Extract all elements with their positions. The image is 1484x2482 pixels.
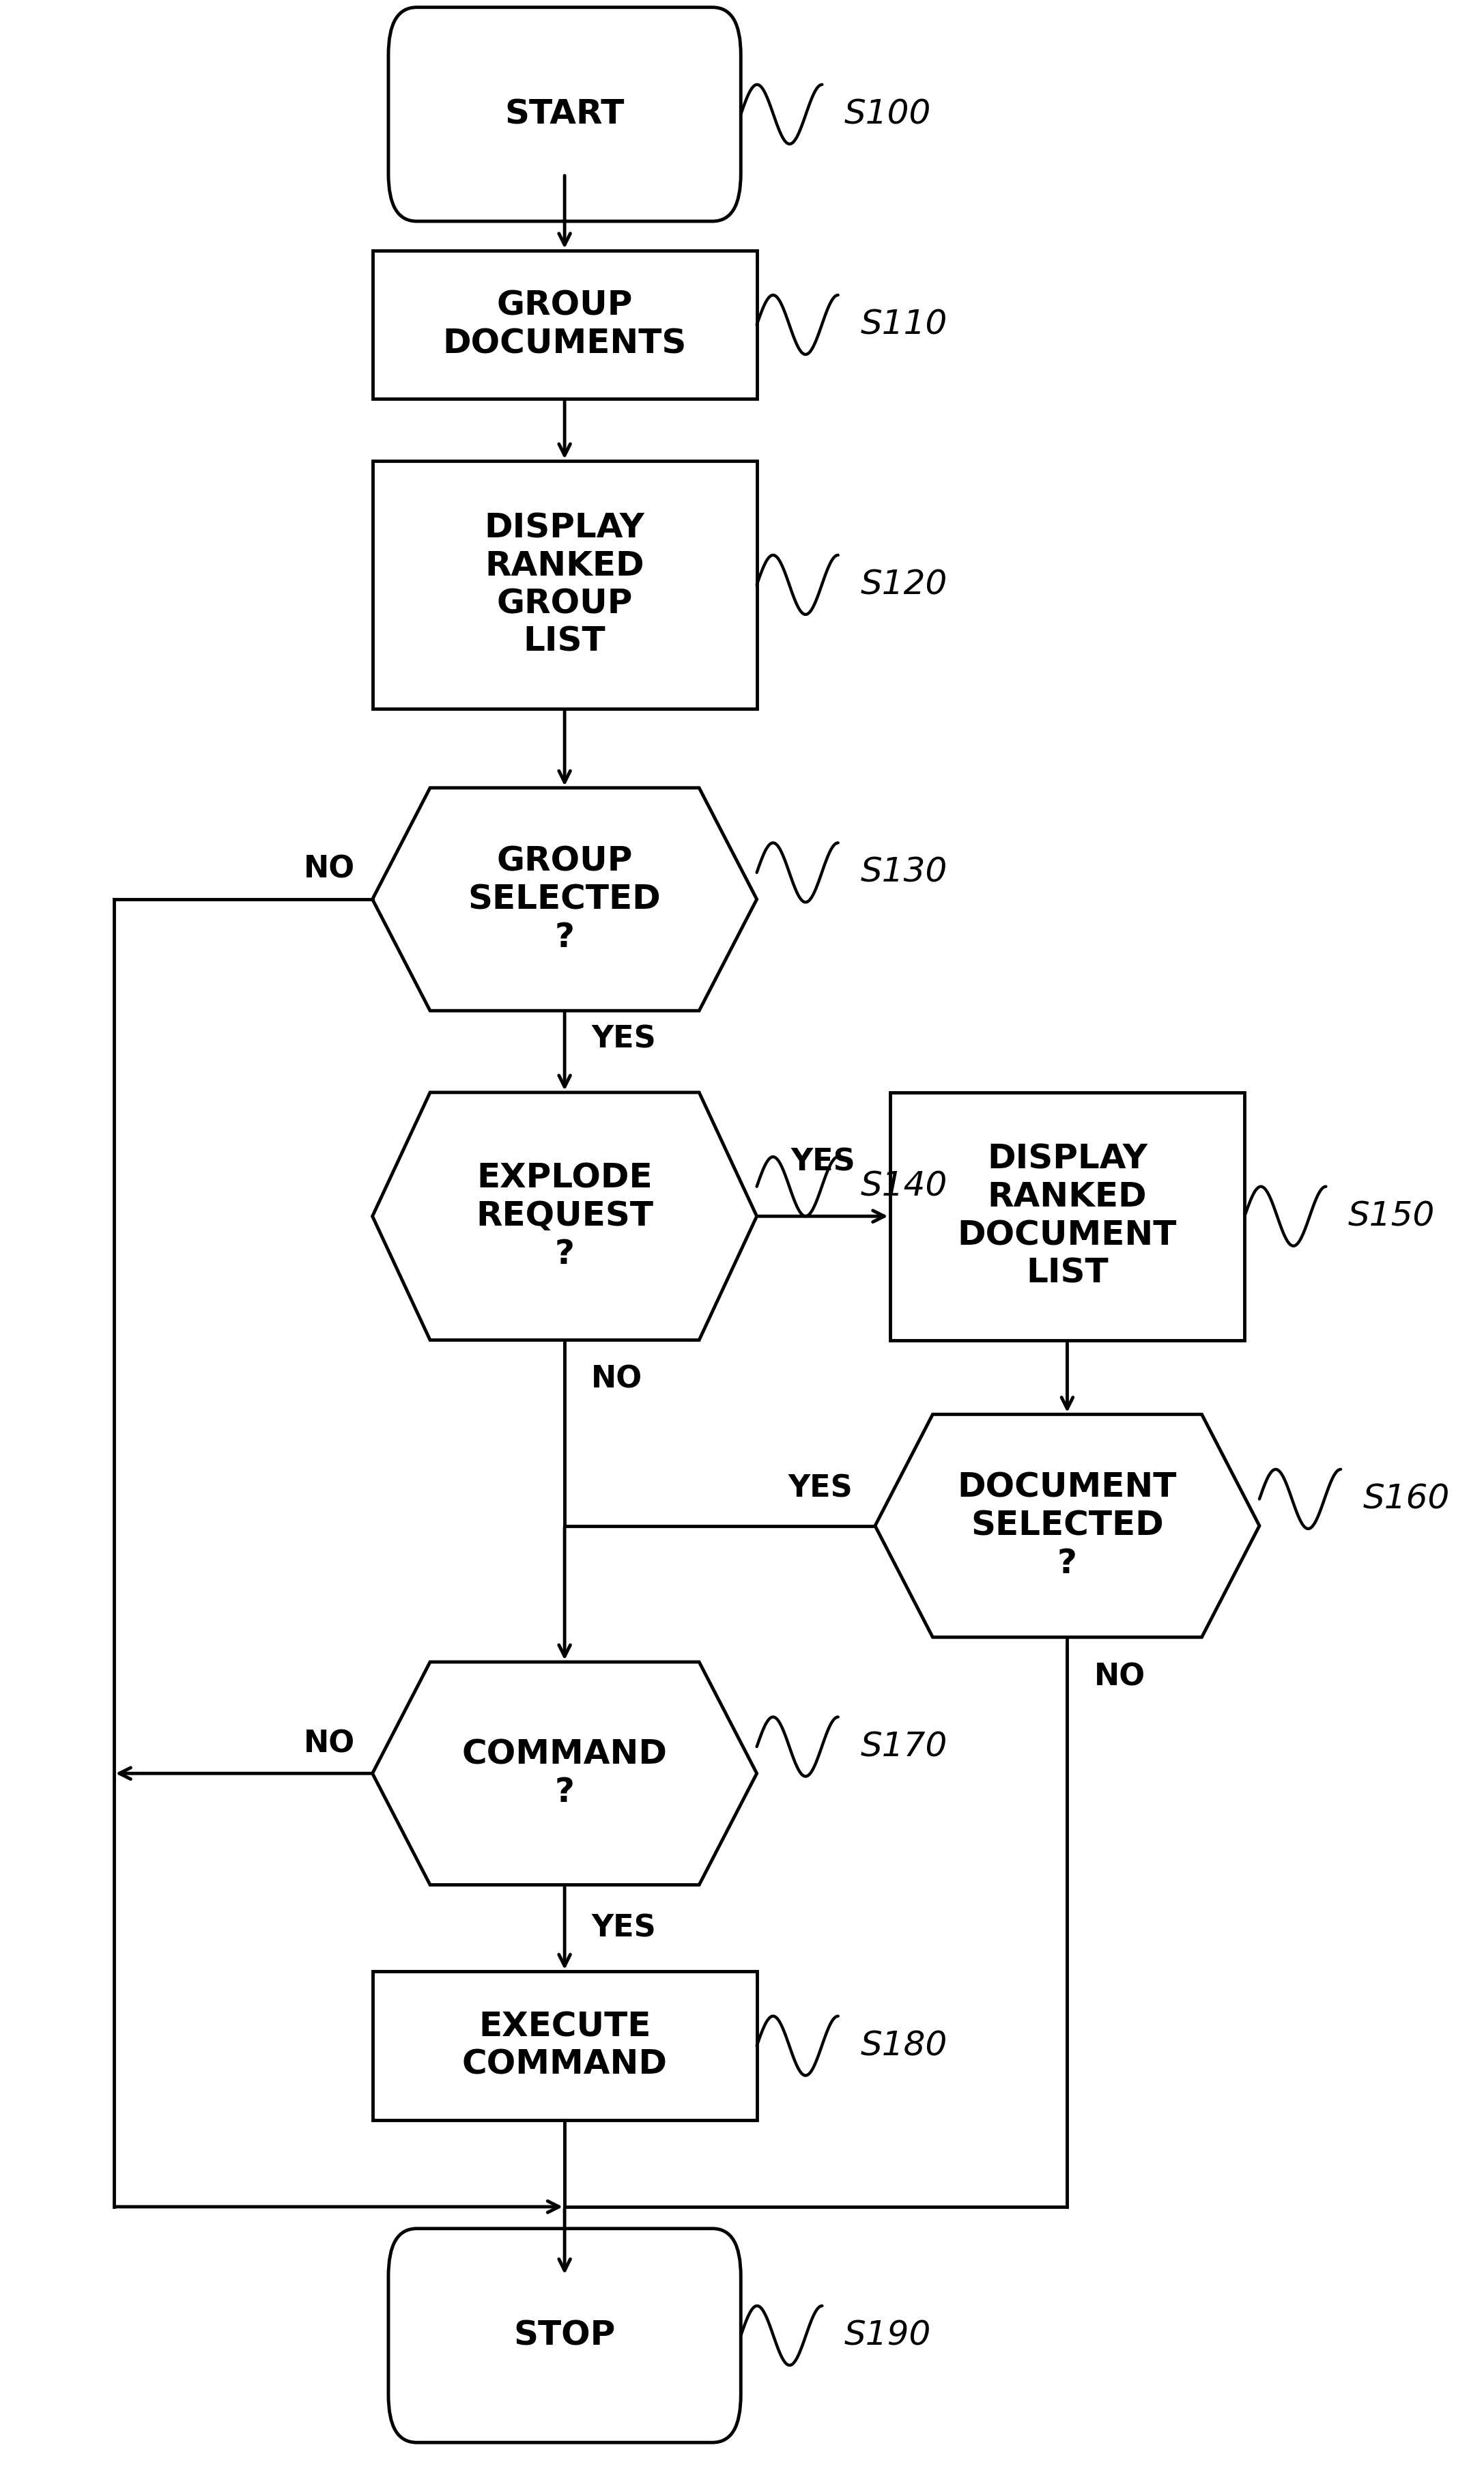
Text: GROUP
SELECTED
?: GROUP SELECTED ? xyxy=(467,844,660,953)
Text: S120: S120 xyxy=(861,568,947,601)
Text: GROUP
DOCUMENTS: GROUP DOCUMENTS xyxy=(442,290,687,360)
Text: S110: S110 xyxy=(861,308,947,340)
Text: S130: S130 xyxy=(861,856,947,889)
Bar xyxy=(890,1092,1245,1340)
Text: DISPLAY
RANKED
DOCUMENT
LIST: DISPLAY RANKED DOCUMENT LIST xyxy=(957,1142,1177,1291)
Text: S180: S180 xyxy=(861,2030,947,2063)
Text: S160: S160 xyxy=(1362,1482,1450,1517)
Text: YES: YES xyxy=(791,1147,856,1176)
Text: YES: YES xyxy=(591,1914,656,1943)
Text: YES: YES xyxy=(788,1474,853,1504)
FancyBboxPatch shape xyxy=(389,2229,741,2442)
Text: S100: S100 xyxy=(844,97,932,132)
Text: DOCUMENT
SELECTED
?: DOCUMENT SELECTED ? xyxy=(957,1472,1177,1581)
Text: S140: S140 xyxy=(861,1169,947,1204)
Text: S190: S190 xyxy=(844,2318,932,2353)
Polygon shape xyxy=(372,1092,757,1340)
Bar xyxy=(372,462,757,707)
Polygon shape xyxy=(876,1415,1260,1638)
Text: DISPLAY
RANKED
GROUP
LIST: DISPLAY RANKED GROUP LIST xyxy=(484,511,644,658)
FancyBboxPatch shape xyxy=(389,7,741,221)
Text: STOP: STOP xyxy=(513,2318,616,2353)
Bar xyxy=(372,1971,757,2120)
Text: START: START xyxy=(505,97,625,132)
Text: NO: NO xyxy=(303,854,355,884)
Text: EXECUTE
COMMAND: EXECUTE COMMAND xyxy=(462,2010,668,2082)
Text: NO: NO xyxy=(1094,1663,1146,1690)
Text: NO: NO xyxy=(591,1365,643,1395)
Text: NO: NO xyxy=(303,1730,355,1757)
Bar xyxy=(372,251,757,400)
Text: S150: S150 xyxy=(1347,1199,1435,1234)
Text: YES: YES xyxy=(591,1025,656,1055)
Polygon shape xyxy=(372,787,757,1010)
Text: COMMAND
?: COMMAND ? xyxy=(462,1737,668,1809)
Text: EXPLODE
REQUEST
?: EXPLODE REQUEST ? xyxy=(476,1162,653,1271)
Text: S170: S170 xyxy=(861,1730,947,1762)
Polygon shape xyxy=(372,1663,757,1884)
